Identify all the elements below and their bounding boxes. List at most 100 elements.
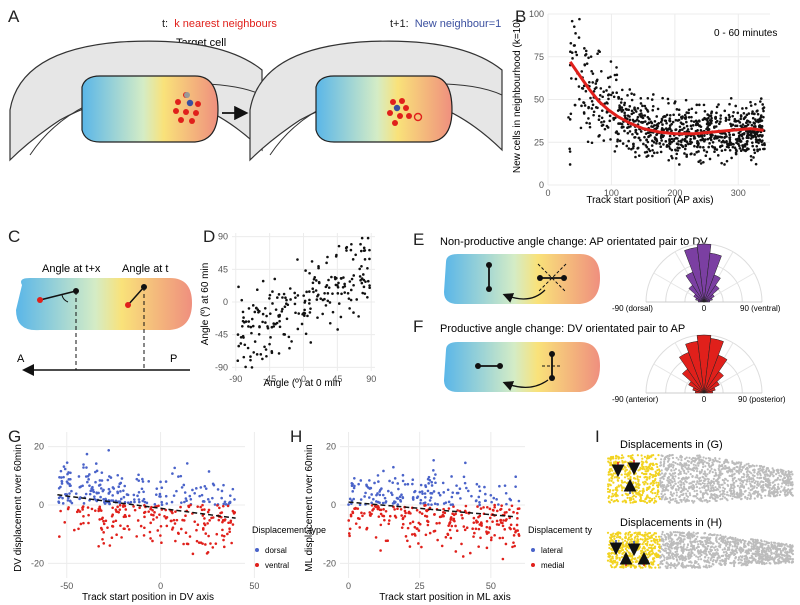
panel-i-top-cell [615,486,619,489]
chart-h-point [429,491,432,495]
chart-d-point [349,298,353,302]
panel-i-top-cell [710,487,713,490]
panel-i-top-cell [693,490,696,493]
panel-i-top-cell [695,474,698,477]
panel-i-top-cell [709,496,712,499]
chart-b-point [702,149,706,152]
panel-i-top-cell [759,481,762,484]
panel-i-top-cell [738,468,741,471]
chart-b-point [582,111,586,114]
psm-right [315,75,453,143]
chart-g-point [104,497,107,501]
chart-g-point [57,500,60,503]
chart-b-point [702,146,705,149]
chart-h-point [465,486,468,490]
chart-b-point [731,114,735,118]
panel-i-top-cell [696,493,699,496]
panel-i-bot-cell [728,542,732,545]
panel-i-top-cell [739,482,742,485]
panel-i-bot-cell [728,536,731,540]
chart-b-point [668,138,672,142]
chart-b-point [619,106,622,109]
chart-h-point [430,503,433,506]
panel-i-bot-cell [610,539,614,542]
chart-b-xtick: 100 [604,188,619,198]
chart-d-point [319,297,323,300]
chart-b-point [685,135,688,139]
panel-i-bot-cell [629,535,633,538]
chart-b-point [637,136,641,140]
chart-b-point [696,141,700,144]
chart-h-point [426,520,430,524]
chart-h-point [435,522,438,525]
chart-b-point [685,140,689,144]
chart-b-point [652,151,656,155]
panel-label-d: D [203,227,215,246]
chart-b-point [577,36,581,39]
panel-i-top-cell [742,476,745,479]
chart-h-point [424,484,427,487]
chart-h-point [495,519,499,523]
chart-h-point [376,474,380,477]
chart-h-point [388,514,392,518]
chart-h-point [399,500,403,503]
chart-g-point [86,480,89,484]
panel-i-top-cell [608,483,611,486]
chart-h-trend-line [348,501,514,518]
chart-h-point [383,518,386,522]
chart-h-point [419,501,422,505]
chart-h-point [495,509,499,513]
panel-i-top-cell [660,458,663,461]
chart-d-point [302,294,305,297]
chart-d-point [250,366,254,369]
chart-b-point [754,118,757,121]
chart-g-point [112,487,116,490]
chart-d-point [350,242,353,246]
panel-i-bot-cell [674,545,678,549]
panel-i-bot-cell [681,559,684,562]
panel-i-top-cell [729,483,733,486]
chart-b-point [618,108,621,111]
chart-b-point [656,123,659,126]
chart-g-point [78,510,82,513]
panel-label-g: G [8,427,21,446]
panel-i-top-cell [693,457,696,460]
panel-i-top-cell [607,457,610,460]
panel-i-top-cell [674,461,677,465]
chart-h-point [458,487,462,491]
chart-h-point [415,527,419,530]
chart-d-point [348,307,351,310]
chart-h-point [463,481,467,485]
chart-h-point [514,530,517,534]
chart-g-point [107,449,111,452]
panel-i-top-cell [608,490,611,493]
chart-g-xtick: 0 [158,581,163,591]
panel-i-top-cell [733,493,736,496]
chart-b-point [676,149,680,152]
panel-i-bot-cell [615,557,618,560]
chart-d-point [303,314,306,317]
chart-g-point [98,483,102,487]
chart-b-point [693,153,696,156]
panel-i-top-cell [721,489,724,492]
panel-i-top-cell [704,489,707,492]
panel-i-bot-cell [641,547,644,550]
chart-h-point [512,510,515,514]
chart-b-point [759,134,763,137]
chart-h-point [393,501,396,505]
chart-h-point [363,512,366,515]
panel-i-bot-cell [656,553,659,556]
chart-h-point [417,542,420,545]
chart-d-point [350,277,354,281]
chart-b-point [721,139,725,143]
chart-b-point [677,108,681,112]
panel-i-top-cell [632,498,635,501]
chart-h-point [464,504,468,508]
panel-i-bot-cell [723,547,726,550]
chart-g-xtick: 50 [249,581,259,591]
chart-g-point [128,514,131,518]
panel-i-bot-cell [677,561,680,564]
chart-b-point [633,135,637,139]
chart-b-point [737,119,740,123]
panel-i-top-cell [716,481,720,484]
